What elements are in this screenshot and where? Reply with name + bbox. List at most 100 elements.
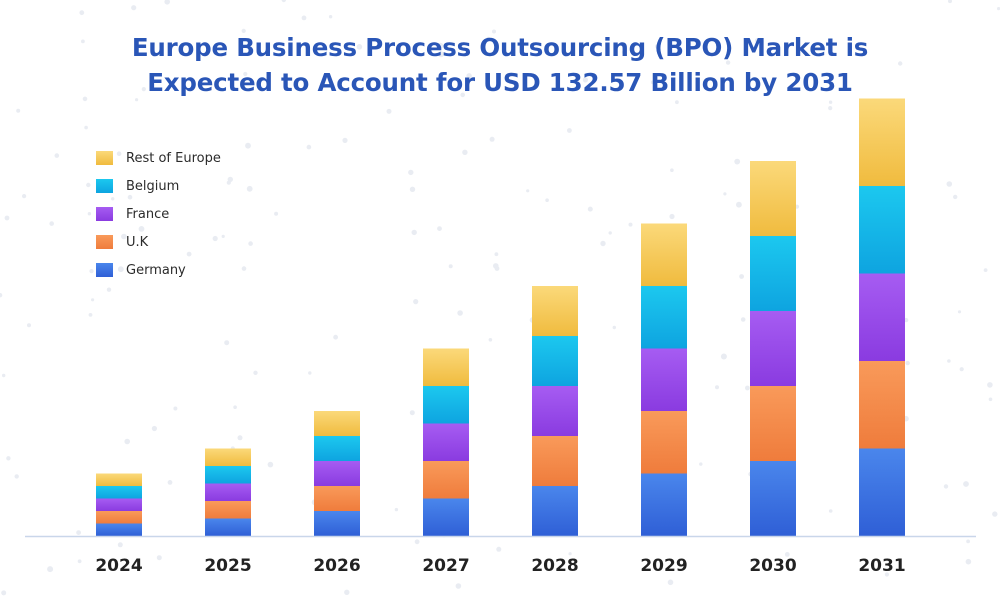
background-dot [226,180,231,185]
background-dot [784,552,790,557]
background-dot [486,36,491,41]
background-dot [488,338,493,342]
background-dot [612,325,616,330]
bar-segment-rest-of-europe-2029 [641,223,687,286]
x-tick-label: 2027 [422,556,469,576]
bar-segment-germany-2026 [314,511,360,536]
background-dot [308,371,312,375]
bar-segment-germany-2031 [859,448,905,536]
legend-swatch [96,263,113,277]
background-dot [411,229,417,236]
background-dot [587,206,593,212]
x-tick-label: 2030 [749,556,796,576]
background-dot [241,28,246,33]
background-dot [77,559,82,564]
background-dot [992,511,998,517]
background-dot [987,382,993,388]
bar-segment-belgium-2025 [205,466,251,484]
background-dot [655,44,660,49]
background-dot [448,264,453,269]
background-dot [246,185,253,192]
background-dot [127,194,133,200]
background-dot [87,212,92,216]
background-dot [494,266,500,271]
legend-item: France [96,200,221,228]
background-dot [496,546,502,552]
bar-segment-france-2024 [96,498,142,511]
background-dot [89,269,94,274]
background-dot [699,462,703,466]
background-dot [628,222,633,227]
bar-segment-france-2031 [859,273,905,361]
chart-legend: Rest of Europe Belgium France U.K Germany [96,144,221,284]
background-dot [54,153,60,158]
background-dot [943,484,949,489]
legend-label: Germany [126,262,186,278]
background-dot [966,539,970,544]
bar-segment-belgium-2027 [423,386,469,424]
background-dot [117,542,123,548]
background-dot [828,106,833,111]
background-dot [437,42,444,49]
bar-segment-u-k-2026 [314,486,360,511]
background-dot [245,142,251,149]
x-tick-label: 2024 [95,556,142,576]
background-dot [14,474,19,479]
background-dot [328,15,333,19]
bar-segment-rest-of-europe-2025 [205,448,251,466]
background-dot [460,92,466,98]
background-dot [124,438,130,445]
background-dot [734,158,741,165]
legend-swatch [96,207,113,221]
background-dot [489,136,495,142]
bar-segment-france-2029 [641,348,687,411]
background-dot [4,215,10,221]
bar-segment-germany-2029 [641,473,687,536]
background-dot [49,221,54,226]
background-dot [344,589,350,595]
background-dot [186,251,192,257]
bar-segment-germany-2027 [423,498,469,536]
background-dot [670,168,674,172]
background-dot [457,310,463,316]
x-tick-label: 2028 [531,556,578,576]
legend-item: U.K [96,228,221,256]
background-dot [409,410,415,416]
background-dot [466,73,472,79]
background-dot [138,226,145,232]
background-dot [248,241,253,246]
background-dot [983,268,988,272]
background-dot [408,169,414,176]
background-dot [413,299,419,305]
background-dot [957,310,962,314]
bar-segment-u-k-2030 [750,386,796,461]
background-dot [946,181,953,187]
background-dot [905,360,910,366]
background-dot [963,481,969,487]
bar-segment-france-2028 [532,386,578,436]
background-dot [27,323,31,328]
bar-segment-france-2025 [205,483,251,501]
bar-segment-belgium-2029 [641,286,687,349]
background-dot [582,77,589,83]
background-dot [1,590,7,596]
background-dot [116,151,122,156]
bar-segment-belgium-2030 [750,236,796,311]
background-dot [959,367,964,372]
background-dot [608,231,612,235]
background-dot [526,189,530,193]
background-dot [16,108,21,113]
bar-segment-u-k-2029 [641,411,687,474]
bar-segment-u-k-2025 [205,501,251,519]
background-dot [0,293,3,298]
background-dot [79,10,85,16]
background-dot [953,194,958,200]
bar-segment-germany-2024 [96,523,142,536]
background-dot [243,71,248,77]
background-dot [173,406,178,411]
background-dot [492,29,496,34]
background-dot [740,317,746,322]
legend-label: Rest of Europe [126,150,221,166]
background-dot [356,44,363,50]
